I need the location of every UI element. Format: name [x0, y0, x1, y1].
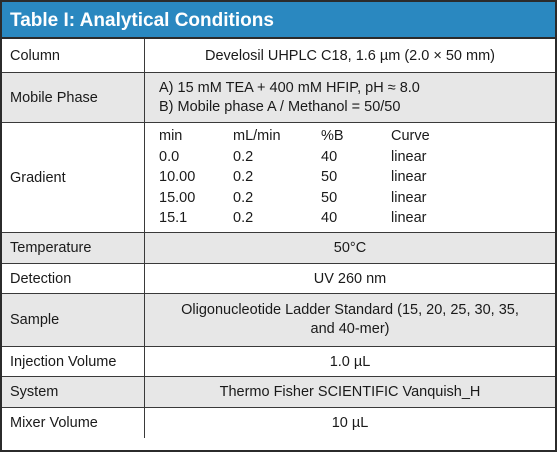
gradient-cell: linear: [391, 210, 427, 227]
table-row-mobile-phase: Mobile Phase A) 15 mM TEA + 400 mM HFIP,…: [2, 73, 555, 123]
gradient-cell: 0.2: [233, 189, 254, 206]
gradient-cell: 50: [321, 169, 338, 186]
gradient-header-flow: mL/min: [233, 128, 281, 145]
row-label-system: System: [2, 377, 145, 407]
row-value-temperature: 50°C: [333, 240, 367, 256]
row-label-sample: Sample: [2, 294, 145, 346]
gradient-cell: linear: [391, 148, 427, 165]
gradient-grid: min mL/min %B Curve 0.0 0.2 40 linear 10…: [145, 126, 461, 229]
table-row-injection-volume: Injection Volume 1.0 µL: [2, 347, 555, 377]
table-row-temperature: Temperature 50°C: [2, 233, 555, 264]
mobile-phase-a: A) 15 mM TEA + 400 mM HFIP, pH ≈ 8.0: [159, 79, 420, 96]
gradient-cell: 10.00: [159, 169, 196, 186]
row-label-gradient: Gradient: [2, 123, 145, 232]
gradient-cell: 50: [321, 189, 338, 206]
row-value-mobile-phase: A) 15 mM TEA + 400 mM HFIP, pH ≈ 8.0 B) …: [145, 73, 555, 122]
gradient-cell: 15.1: [159, 210, 188, 227]
row-value-gradient: min mL/min %B Curve 0.0 0.2 40 linear 10…: [145, 123, 555, 232]
table-row-mixer-volume: Mixer Volume 10 µL: [2, 408, 555, 438]
table-row-sample: Sample Oligonucleotide Ladder Standard (…: [2, 294, 555, 347]
table-row-column: Column Develosil UHPLC C18, 1.6 µm (2.0 …: [2, 39, 555, 73]
gradient-header-percent-b: %B: [321, 128, 344, 145]
table-row-detection: Detection UV 260 nm: [2, 264, 555, 294]
gradient-header-min: min: [159, 128, 183, 145]
row-label-injection-volume: Injection Volume: [2, 347, 145, 376]
gradient-cell: 40: [321, 210, 338, 227]
sample-line-1: Oligonucleotide Ladder Standard (15, 20,…: [181, 302, 519, 318]
row-label-column: Column: [2, 39, 145, 72]
table-title: Table I: Analytical Conditions: [2, 2, 555, 39]
row-value-column: Develosil UHPLC C18, 1.6 µm (2.0 × 50 mm…: [205, 47, 495, 64]
row-label-temperature: Temperature: [2, 233, 145, 263]
gradient-cell: 0.0: [159, 148, 180, 165]
row-value-system: Thermo Fisher SCIENTIFIC Vanquish_H: [219, 384, 481, 400]
gradient-cell: linear: [391, 169, 427, 186]
row-label-mobile-phase: Mobile Phase: [2, 73, 145, 122]
row-value-detection: UV 260 nm: [313, 270, 387, 287]
mobile-phase-b: B) Mobile phase A / Methanol = 50/50: [159, 98, 401, 115]
row-value-mixer-volume: 10 µL: [331, 415, 369, 431]
row-value-injection-volume: 1.0 µL: [329, 353, 371, 370]
gradient-cell: linear: [391, 189, 427, 206]
gradient-header-curve: Curve: [391, 128, 430, 145]
table-row-gradient: Gradient min mL/min %B Curve 0.0 0.2 40 …: [2, 123, 555, 233]
gradient-cell: 0.2: [233, 148, 254, 165]
table-row-system: System Thermo Fisher SCIENTIFIC Vanquish…: [2, 377, 555, 408]
gradient-cell: 40: [321, 148, 338, 165]
row-label-mixer-volume: Mixer Volume: [2, 408, 145, 438]
sample-line-2: and 40-mer): [310, 321, 390, 337]
gradient-cell: 0.2: [233, 210, 254, 227]
row-value-sample: Oligonucleotide Ladder Standard (15, 20,…: [145, 294, 555, 346]
row-label-detection: Detection: [2, 264, 145, 293]
gradient-cell: 0.2: [233, 169, 254, 186]
gradient-cell: 15.00: [159, 189, 196, 206]
